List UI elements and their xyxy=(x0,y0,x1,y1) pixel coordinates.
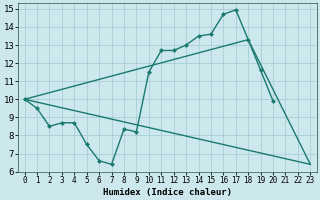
X-axis label: Humidex (Indice chaleur): Humidex (Indice chaleur) xyxy=(103,188,232,197)
